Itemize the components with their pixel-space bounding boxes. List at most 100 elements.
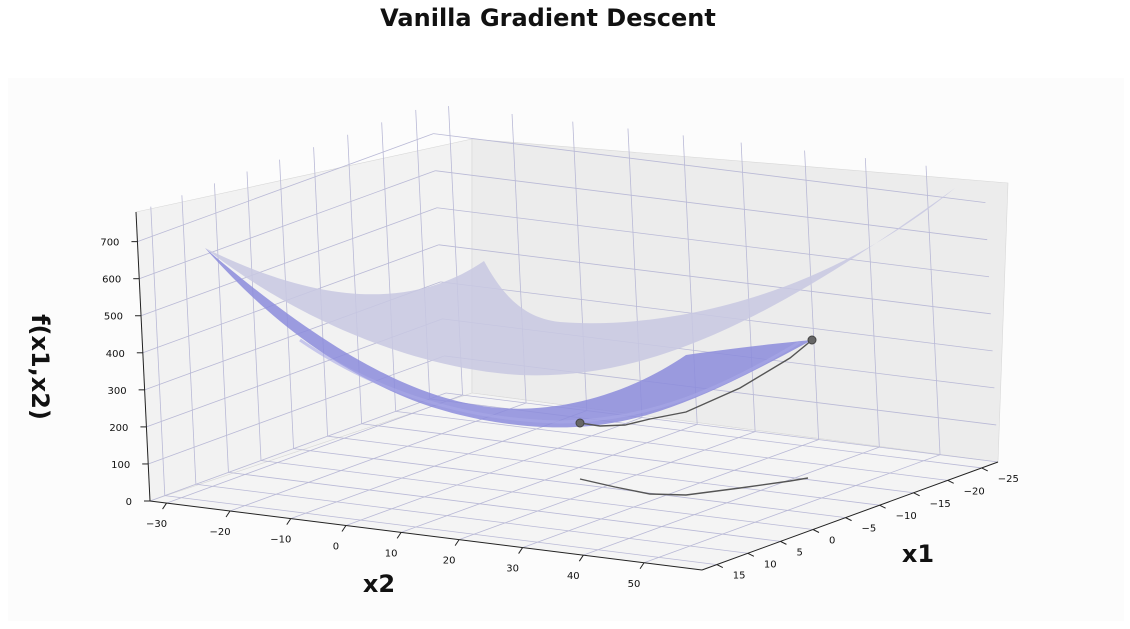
x1-tick-mark (913, 492, 920, 497)
grid-x1-floor (195, 483, 748, 554)
z-tick-label: 500 (104, 312, 123, 323)
grid-x2-wall (627, 128, 643, 418)
grid-lines (137, 106, 999, 565)
grid-x1-wall (214, 183, 229, 473)
descent-paths (575, 335, 817, 496)
x1-tick-mark (947, 479, 954, 484)
grid-z-left (149, 392, 447, 502)
path-start-point (807, 335, 817, 345)
x2-tick-mark (454, 539, 460, 546)
x2-tick-mark (518, 547, 524, 554)
grid-x2-floor (583, 446, 880, 556)
grid-x2-floor (345, 417, 643, 526)
grid-x1-floor (164, 495, 717, 565)
grid-x2-floor (643, 454, 941, 564)
grid-z-left (139, 170, 436, 280)
grid-x2-floor (522, 439, 819, 548)
grid-x1-floor (260, 460, 814, 530)
descent-path-projection (579, 477, 809, 496)
x1-tick-mark (812, 529, 820, 533)
x2-tick-label: 10 (385, 548, 398, 559)
grid-z-back (438, 244, 991, 315)
x2-tick-mark (286, 518, 292, 525)
grid-x1-floor (361, 423, 914, 494)
x2-tick-label: −30 (146, 519, 167, 530)
grid-x2-wall (804, 150, 819, 440)
x1-tick-label: −15 (930, 499, 951, 510)
x2-tick-mark (341, 525, 347, 532)
grid-x2-floor (166, 394, 463, 504)
z-tick-label: 400 (106, 349, 125, 360)
surface-back-sheet (205, 188, 955, 376)
z-tick-label: 700 (100, 238, 119, 249)
x1-tick-label: 10 (764, 559, 777, 570)
x1-axis-label: x1 (902, 540, 934, 568)
grid-x2-wall (864, 158, 880, 448)
x1-tick-mark (716, 564, 724, 569)
grid-x1-floor (228, 471, 781, 542)
x1-tick-mark (780, 540, 787, 545)
grid-x1-floor (395, 410, 948, 481)
x2-tick-label: −20 (209, 527, 230, 538)
grid-z-left (140, 207, 438, 317)
x2-tick-label: 40 (567, 571, 580, 582)
z-axis-line (135, 211, 151, 502)
x2-tick-label: 30 (506, 564, 519, 575)
z-tick-label: 0 (126, 497, 132, 508)
x2-tick-label: −10 (270, 535, 291, 546)
x2-axis-line (149, 500, 703, 571)
grid-x2-floor (290, 410, 587, 519)
x2-tick-mark (396, 532, 402, 539)
x2-tick-label: 50 (628, 579, 641, 590)
x2-tick-mark (162, 502, 167, 510)
grid-x2-wall (740, 142, 756, 432)
grid-z-left (137, 133, 434, 243)
chart-title: Vanilla Gradient Descent (380, 4, 716, 32)
grid-x1-wall (381, 122, 397, 412)
grid-x2-wall (925, 165, 941, 455)
x2-tick-label: 0 (333, 541, 339, 552)
z-tick-label: 100 (111, 460, 130, 471)
grid-z-back (435, 170, 988, 241)
grid-x1-wall (279, 159, 294, 449)
z-tick-label: 600 (102, 275, 121, 286)
path-end-point (575, 418, 585, 428)
z-axis-label: f(x1,x2) (26, 314, 54, 420)
grid-x1-wall (150, 206, 166, 496)
grid-z-back (433, 133, 986, 204)
z-tick-label: 200 (109, 423, 128, 434)
x1-tick-label: 5 (796, 547, 802, 558)
x1-tick-mark (845, 517, 852, 522)
surface-front-highlight (299, 338, 801, 424)
x1-tick-mark (879, 504, 886, 509)
x2-tick-label: 20 (443, 556, 456, 567)
grid-z-back (445, 392, 999, 463)
grid-z-left (148, 355, 445, 465)
x2-tick-mark (578, 554, 584, 562)
grid-x1-floor (327, 435, 880, 506)
surface-front-sheet (205, 248, 812, 428)
surface (205, 188, 955, 428)
grid-x1-wall (181, 195, 197, 485)
z-tick-label: 300 (108, 386, 127, 397)
x1-tick-label: −5 (862, 524, 877, 535)
grid-x2-floor (401, 424, 698, 533)
x2-axis-label: x2 (363, 570, 395, 598)
tick-labels: 0100200300400500600700−30−20−10010203040… (100, 238, 1018, 590)
x1-tick-mark (747, 552, 755, 557)
x1-tick-mark (981, 467, 988, 472)
x1-tick-label: −10 (896, 511, 917, 522)
grid-x2-floor (229, 402, 527, 512)
x2-tick-mark (225, 510, 231, 518)
grid-x1-floor (293, 448, 846, 519)
grid-x1-wall (246, 171, 262, 461)
x1-tick-label: 15 (733, 571, 746, 582)
x1-tick-label: −20 (964, 486, 985, 497)
x1-tick-label: 0 (829, 536, 835, 547)
x1-axis-line (701, 461, 999, 571)
x1-tick-label: −25 (998, 474, 1019, 485)
descent-path-3d (579, 339, 813, 427)
grid-z-back (436, 207, 990, 278)
x2-tick-mark (639, 562, 645, 570)
